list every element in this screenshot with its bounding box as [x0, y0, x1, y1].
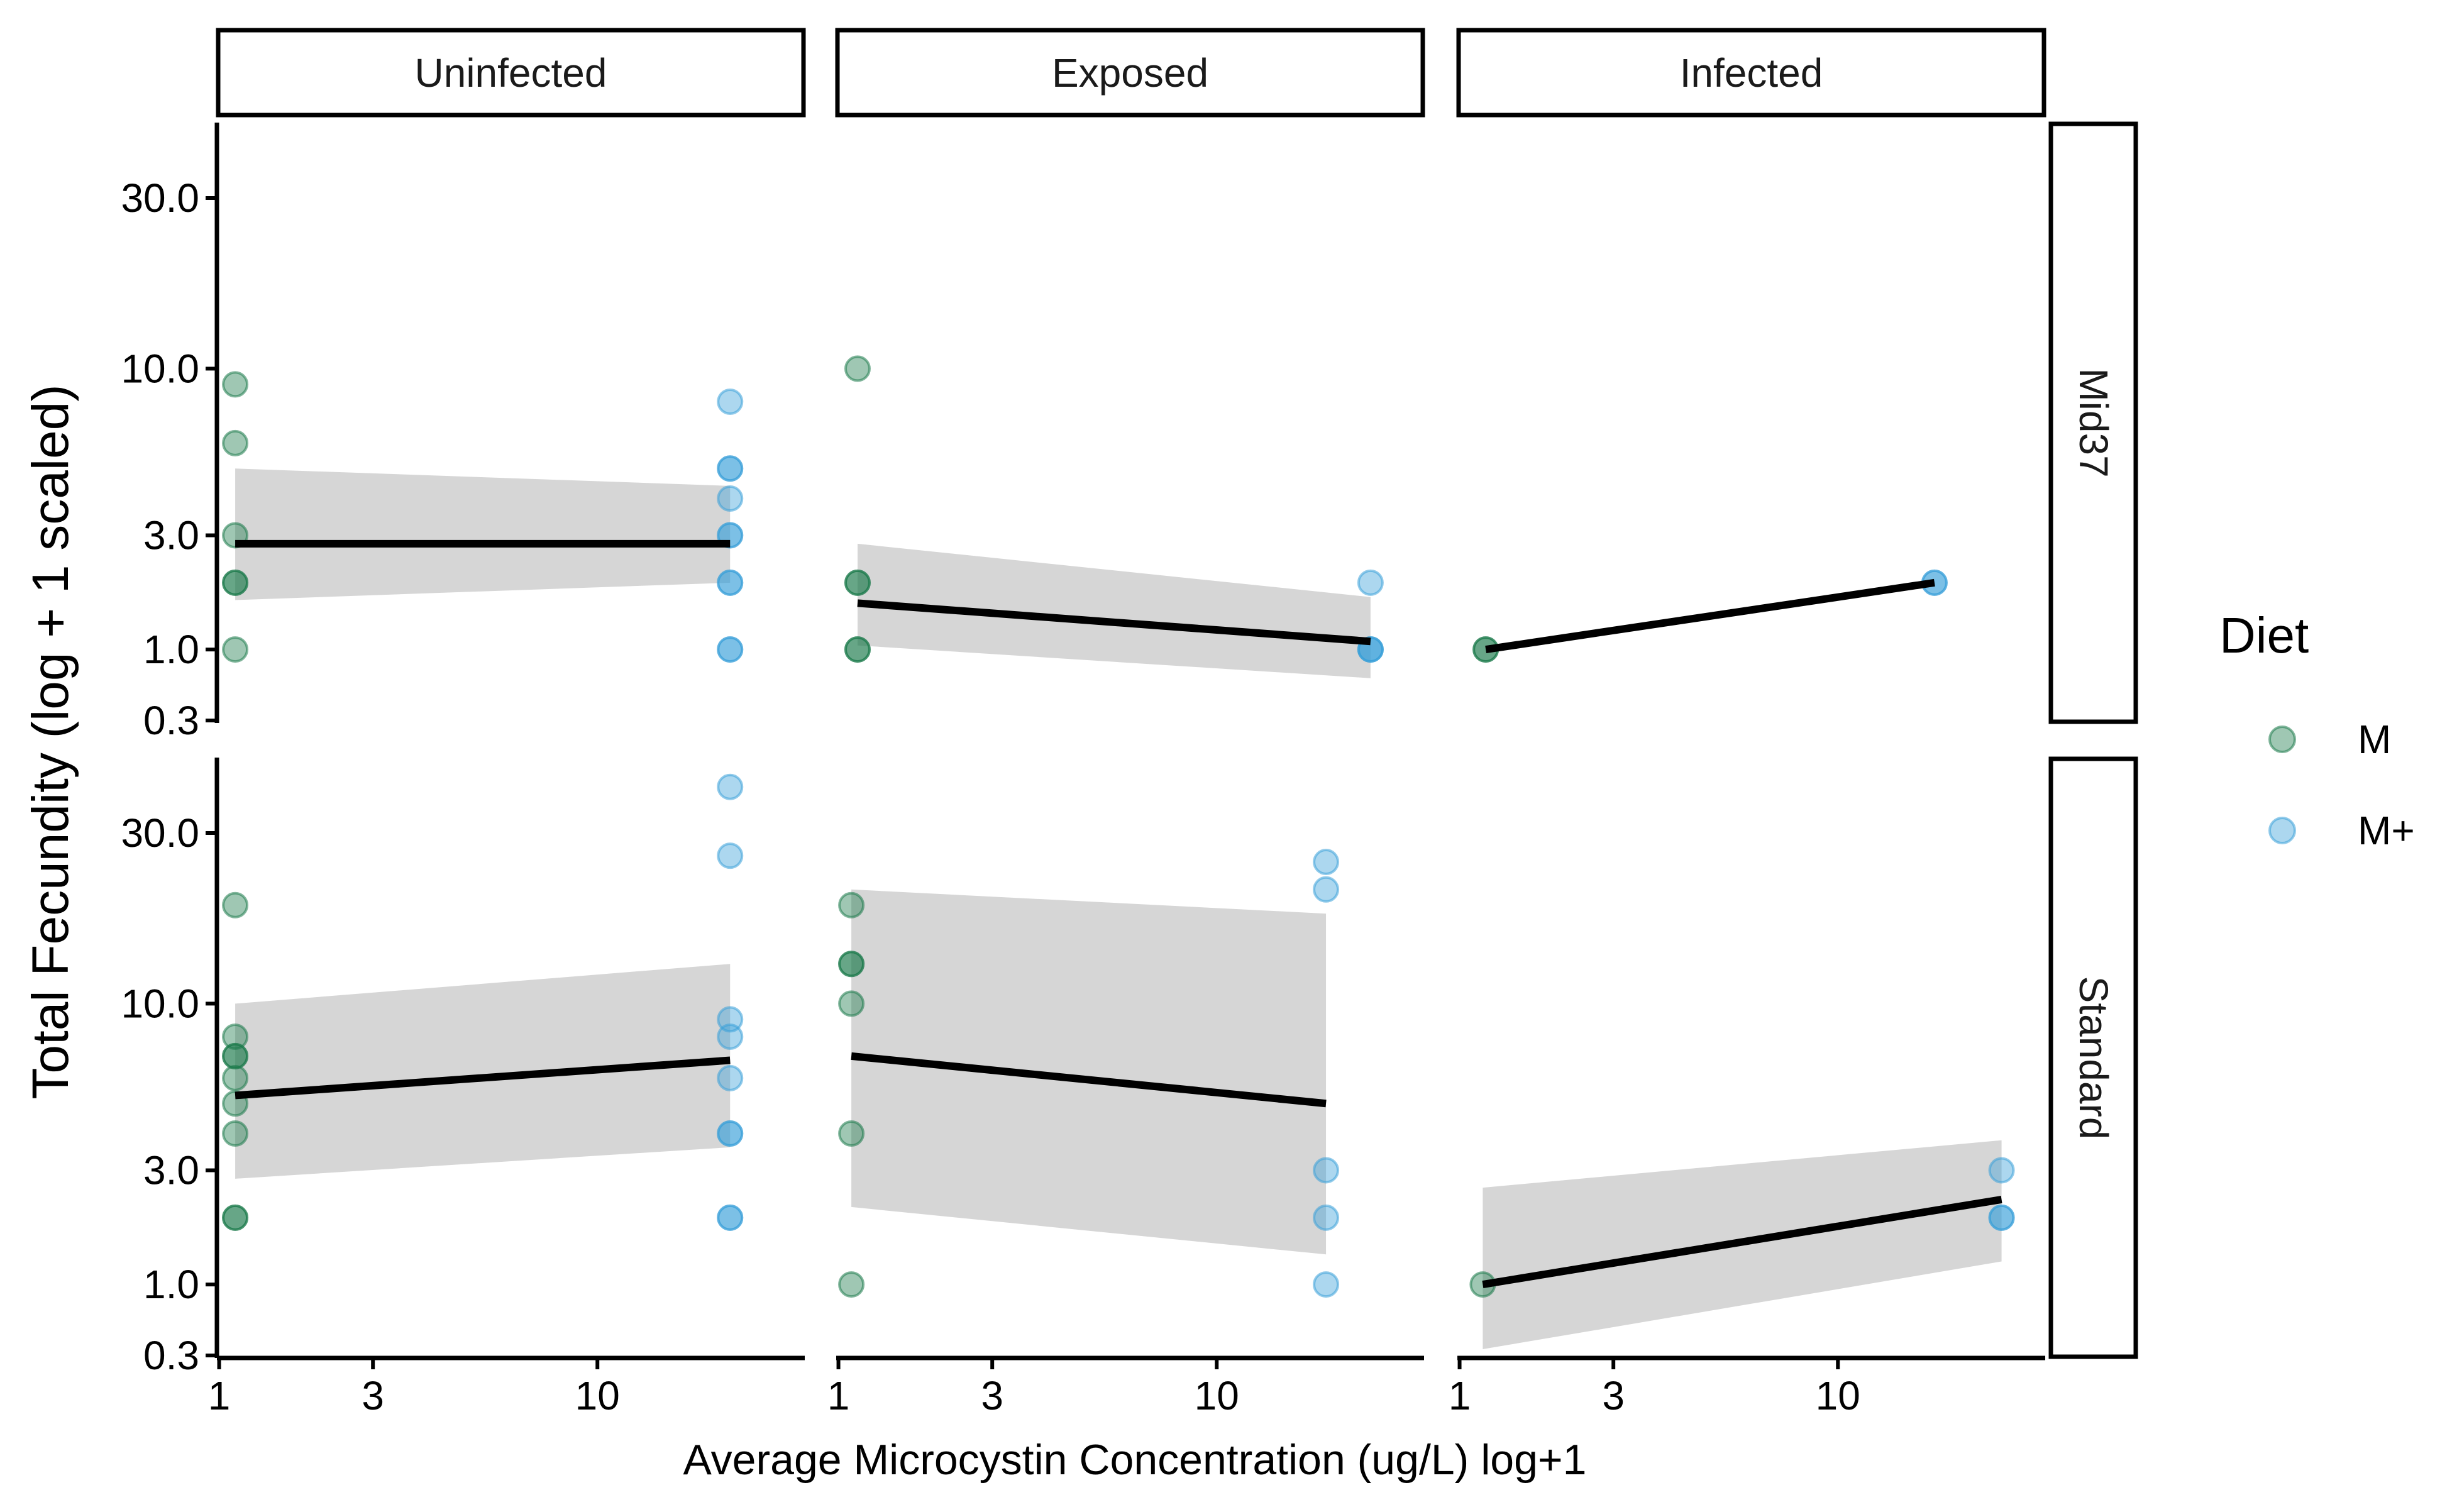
- y-tick-label: 1.0: [143, 627, 199, 672]
- y-tick-label: 3.0: [143, 512, 199, 558]
- facet-strip-label: Mid37: [2071, 368, 2116, 477]
- x-tick-label: 1: [208, 1373, 231, 1418]
- data-point-m-plus: [717, 636, 744, 663]
- panels-layer: [222, 355, 2015, 1350]
- data-point-m-plus: [717, 388, 744, 415]
- facet-strip-label: Infected: [1680, 50, 1823, 96]
- data-point-m: [222, 1042, 249, 1069]
- data-point-m-plus: [717, 1064, 744, 1091]
- x-tick-label: 1: [827, 1373, 850, 1418]
- data-point-m: [222, 1023, 249, 1050]
- x-tick-label: 3: [1602, 1373, 1625, 1418]
- data-point-m: [844, 569, 871, 596]
- data-point-m-plus: [717, 842, 744, 869]
- data-point-m: [838, 1120, 865, 1147]
- data-point-m-plus: [717, 1120, 744, 1147]
- legend-label: M+: [2358, 808, 2415, 853]
- y-tick-label: 1.0: [143, 1262, 199, 1307]
- y-tick-label: 0.3: [143, 1333, 199, 1378]
- x-tick-label: 10: [575, 1373, 620, 1418]
- fit-line: [857, 599, 1371, 646]
- facet-panel: [1469, 1140, 2015, 1350]
- y-tick-label: 10.0: [121, 981, 199, 1026]
- data-point-m-plus: [717, 773, 744, 800]
- x-tick-label: 1: [1449, 1373, 1471, 1418]
- x-tick-label: 10: [1195, 1373, 1239, 1418]
- data-point-m: [838, 951, 865, 978]
- fit-line: [1482, 1196, 2002, 1288]
- fit-line: [1485, 578, 1935, 654]
- data-point-m: [838, 990, 865, 1017]
- facet-strip-column: [216, 28, 806, 118]
- data-point-m-plus: [717, 455, 744, 482]
- data-point-m: [838, 891, 865, 919]
- data-point-m: [222, 429, 249, 456]
- y-tick-label: 0.3: [143, 698, 199, 743]
- facet-strip-label: Uninfected: [415, 50, 607, 96]
- legend-key: [2268, 726, 2296, 753]
- data-point-m-plus: [717, 1023, 744, 1050]
- x-tick-label: 10: [1816, 1373, 1860, 1418]
- data-point-m-plus: [1313, 1157, 1340, 1184]
- y-tick-label: 10.0: [121, 346, 199, 391]
- data-point-m-plus: [1988, 1204, 2015, 1231]
- data-point-m-plus: [1988, 1157, 2015, 1184]
- legend-key: [2268, 817, 2296, 844]
- confidence-band: [235, 468, 731, 600]
- y-tick-label: 3.0: [143, 1147, 199, 1193]
- y-axis-title: Total Fecundity (log + 1 scaled): [22, 384, 79, 1099]
- data-point-m: [222, 569, 249, 596]
- data-point-m: [222, 1204, 249, 1231]
- x-tick-label: 3: [362, 1373, 384, 1418]
- x-axis-title: Average Microcystin Concentration (ug/L)…: [683, 1436, 1587, 1484]
- confidence-band: [851, 889, 1327, 1255]
- data-point-m: [222, 1064, 249, 1091]
- facet-panel: [838, 849, 1340, 1298]
- facet-strip-label: Standard: [2071, 976, 2116, 1140]
- fit-line: [235, 1056, 731, 1100]
- y-tick-label: 30.0: [121, 810, 199, 856]
- data-point-m: [222, 371, 249, 398]
- facet-strips-layer: Uninfected Exposed Infected Mid37 Standard: [216, 28, 2138, 1359]
- data-point-m-plus: [1313, 876, 1340, 903]
- data-point-m-plus: [717, 485, 744, 512]
- fit-line: [851, 1052, 1327, 1108]
- axes-layer: 0.3 1.0 3.0 10.0 30.0 0.3 1.0 3.0 10.0 30.0 1 3 10 1 3…: [121, 123, 2045, 1418]
- facet-strip-row: [2048, 121, 2138, 724]
- legend-label: M: [2358, 717, 2391, 762]
- facet-panel: [844, 355, 1384, 678]
- data-point-m-plus: [717, 569, 744, 596]
- data-point-m: [838, 1271, 865, 1298]
- data-point-m: [222, 636, 249, 663]
- data-point-m-plus: [717, 1204, 744, 1231]
- data-point-m-plus: [1313, 1204, 1340, 1231]
- facet-strip-label: Exposed: [1052, 50, 1208, 96]
- facet-panel: [222, 371, 744, 663]
- legend: Diet M M+: [2219, 607, 2415, 853]
- data-point-m-plus: [1313, 849, 1340, 876]
- y-tick-label: 30.0: [121, 175, 199, 221]
- x-tick-label: 3: [981, 1373, 1003, 1418]
- data-point-m-plus: [1357, 569, 1384, 596]
- legend-title: Diet: [2219, 607, 2309, 663]
- data-point-m: [222, 1120, 249, 1147]
- facet-panel: [1472, 569, 1948, 663]
- facet-strip-column: [1456, 28, 2046, 118]
- data-point-m: [222, 891, 249, 919]
- data-point-m-plus: [1313, 1271, 1340, 1298]
- data-point-m: [844, 355, 871, 382]
- facet-panel: [222, 773, 744, 1231]
- data-point-m: [844, 636, 871, 663]
- facet-strip-column: [835, 28, 1425, 118]
- facet-strip-row: [2048, 756, 2138, 1359]
- confidence-band: [857, 543, 1371, 678]
- confidence-band: [235, 964, 731, 1179]
